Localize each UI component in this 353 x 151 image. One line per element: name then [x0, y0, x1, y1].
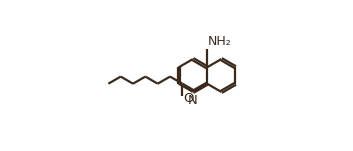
Text: N: N — [188, 94, 198, 107]
Text: O: O — [184, 92, 194, 105]
Text: NH₂: NH₂ — [208, 35, 232, 48]
